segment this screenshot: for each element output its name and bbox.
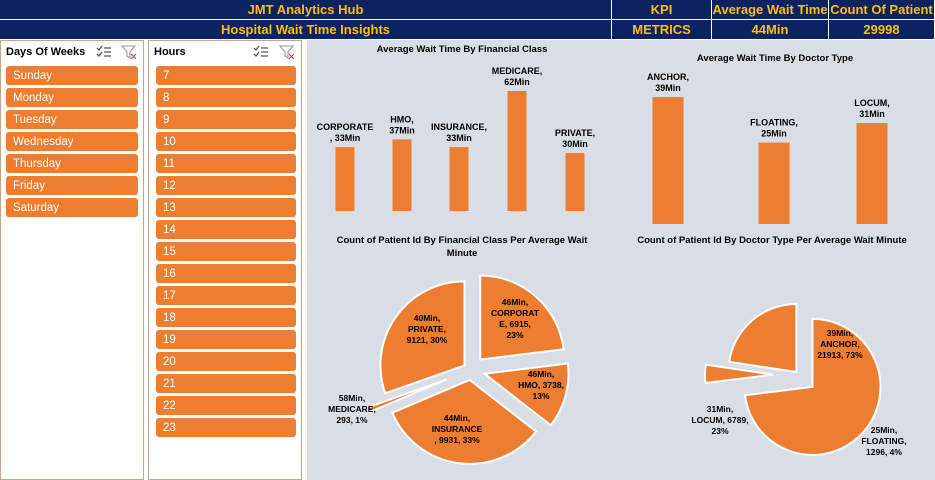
- day-item-sunday[interactable]: Sunday: [6, 66, 138, 85]
- bar-insurance: [449, 147, 469, 211]
- kpi-label: KPI: [612, 0, 712, 20]
- avg-wait-value: 44Min: [712, 20, 829, 40]
- clear-filter-icon[interactable]: [121, 44, 137, 60]
- chart-title-fin-class-count: Count of Patient Id By Financial Class P…: [336, 235, 588, 259]
- hour-item[interactable]: 12: [156, 176, 296, 195]
- bar-private: [565, 152, 585, 211]
- hour-item[interactable]: 9: [156, 110, 296, 129]
- pie-label-locum: 31Min, LOCUM, 6789, 23%: [691, 404, 748, 436]
- pie-label-private: 40Min, PRIVATE, 9121, 30%: [407, 313, 448, 345]
- bar-label-hmo: HMO, 37Min: [389, 114, 415, 135]
- bar-corporate: [335, 147, 355, 211]
- hour-item[interactable]: 11: [156, 154, 296, 173]
- pie-slice-medicare: [366, 378, 448, 414]
- chart-title-fin-class-wait: Average Wait Time By Financial Class: [376, 44, 548, 55]
- bar-label-floating: FLOATING, 25Min: [750, 118, 798, 139]
- metrics-label: METRICS: [612, 20, 712, 40]
- multi-select-icon[interactable]: [96, 44, 112, 60]
- hour-item[interactable]: 17: [156, 286, 296, 305]
- bar-anchor: [652, 97, 684, 224]
- clear-filter-icon[interactable]: [279, 44, 295, 60]
- hour-item[interactable]: 22: [156, 396, 296, 415]
- page-subtitle: Hospital Wait Time Insights: [0, 20, 612, 40]
- multi-select-icon[interactable]: [253, 44, 269, 60]
- days-slicer-title: Days Of Weeks: [6, 46, 86, 58]
- hour-item[interactable]: 16: [156, 264, 296, 283]
- pie-slice-private: [379, 280, 466, 395]
- pie-slice-locum: [728, 302, 798, 374]
- bar-locum: [856, 123, 888, 224]
- pie-label-anchor: 39Min, ANCHOR, 21913, 73%: [817, 328, 863, 360]
- pie-slice-insurance: [391, 378, 538, 465]
- bar-label-medicare: MEDICARE, 62Min: [492, 66, 543, 87]
- hour-item[interactable]: 8: [156, 88, 296, 107]
- bar-floating: [758, 142, 790, 224]
- avg-wait-label: Average Wait Time: [712, 0, 829, 20]
- count-patient-label: Count Of Patient: [829, 0, 935, 20]
- day-item-tuesday[interactable]: Tuesday: [6, 110, 138, 129]
- hour-item[interactable]: 21: [156, 374, 296, 393]
- charts-canvas: CORPORATE, 33Min HMO, 37Min INSURANCE, 33Min…: [317, 66, 907, 465]
- bar-medicare: [507, 91, 527, 211]
- hour-item[interactable]: 15: [156, 242, 296, 261]
- chart-area: Average Wait Time By Financial Class Ave…: [307, 40, 935, 480]
- day-item-friday[interactable]: Friday: [6, 176, 138, 195]
- pie-label-corporate: 46Min, CORPORAT E, 6915, 23%: [491, 297, 540, 340]
- hour-item[interactable]: 20: [156, 352, 296, 371]
- chart-title-doctor-type-count: Count of Patient Id By Doctor Type Per A…: [637, 235, 907, 246]
- hour-item[interactable]: 14: [156, 220, 296, 239]
- hour-item[interactable]: 7: [156, 66, 296, 85]
- day-item-saturday[interactable]: Saturday: [6, 198, 138, 217]
- hour-item[interactable]: 13: [156, 198, 296, 217]
- hours-slicer: Hours 7 8 9 10 11 12 13 14 15 16 17 18 1…: [148, 40, 302, 480]
- bar-label-insurance: INSURANCE, 33Min: [431, 122, 487, 143]
- pie-label-insurance: 44Min, INSURANCE, 9931, 33%: [432, 413, 483, 445]
- pie-slice-floating: [704, 363, 774, 385]
- hour-item[interactable]: 23: [156, 418, 296, 437]
- day-item-monday[interactable]: Monday: [6, 88, 138, 107]
- pie-label-floating: 25Min, FLOATING, 1296, 4%: [861, 425, 906, 457]
- day-item-wednesday[interactable]: Wednesday: [6, 132, 138, 151]
- bar-label-private: PRIVATE, 30Min: [555, 128, 595, 149]
- hour-item[interactable]: 10: [156, 132, 296, 151]
- bar-label-corporate: CORPORATE, 33Min: [317, 122, 374, 143]
- app-title: JMT Analytics Hub: [0, 0, 612, 20]
- pie-slice-corporate: [479, 274, 565, 361]
- hour-item[interactable]: 18: [156, 308, 296, 327]
- bar-hmo: [392, 139, 412, 211]
- day-item-thursday[interactable]: Thursday: [6, 154, 138, 173]
- chart-title-doctor-type-wait: Average Wait Time By Doctor Type: [696, 53, 854, 64]
- count-patient-value: 29998: [829, 20, 935, 40]
- bar-label-anchor: ANCHOR, 39Min: [647, 72, 689, 93]
- pie-slice-hmo: [481, 362, 570, 427]
- bar-label-locum: LOCUM, 31Min: [854, 98, 890, 119]
- pie-label-medicare: 58Min, MEDICARE, 293, 1%: [328, 393, 376, 425]
- days-slicer: Days Of Weeks Sunday Monday Tuesday Wedn…: [0, 40, 144, 480]
- pie-label-hmo: 46Min, HMO, 3738, 13%: [518, 369, 564, 401]
- pie-slice-anchor: [743, 317, 882, 456]
- hour-item[interactable]: 19: [156, 330, 296, 349]
- hours-slicer-title: Hours: [154, 46, 186, 58]
